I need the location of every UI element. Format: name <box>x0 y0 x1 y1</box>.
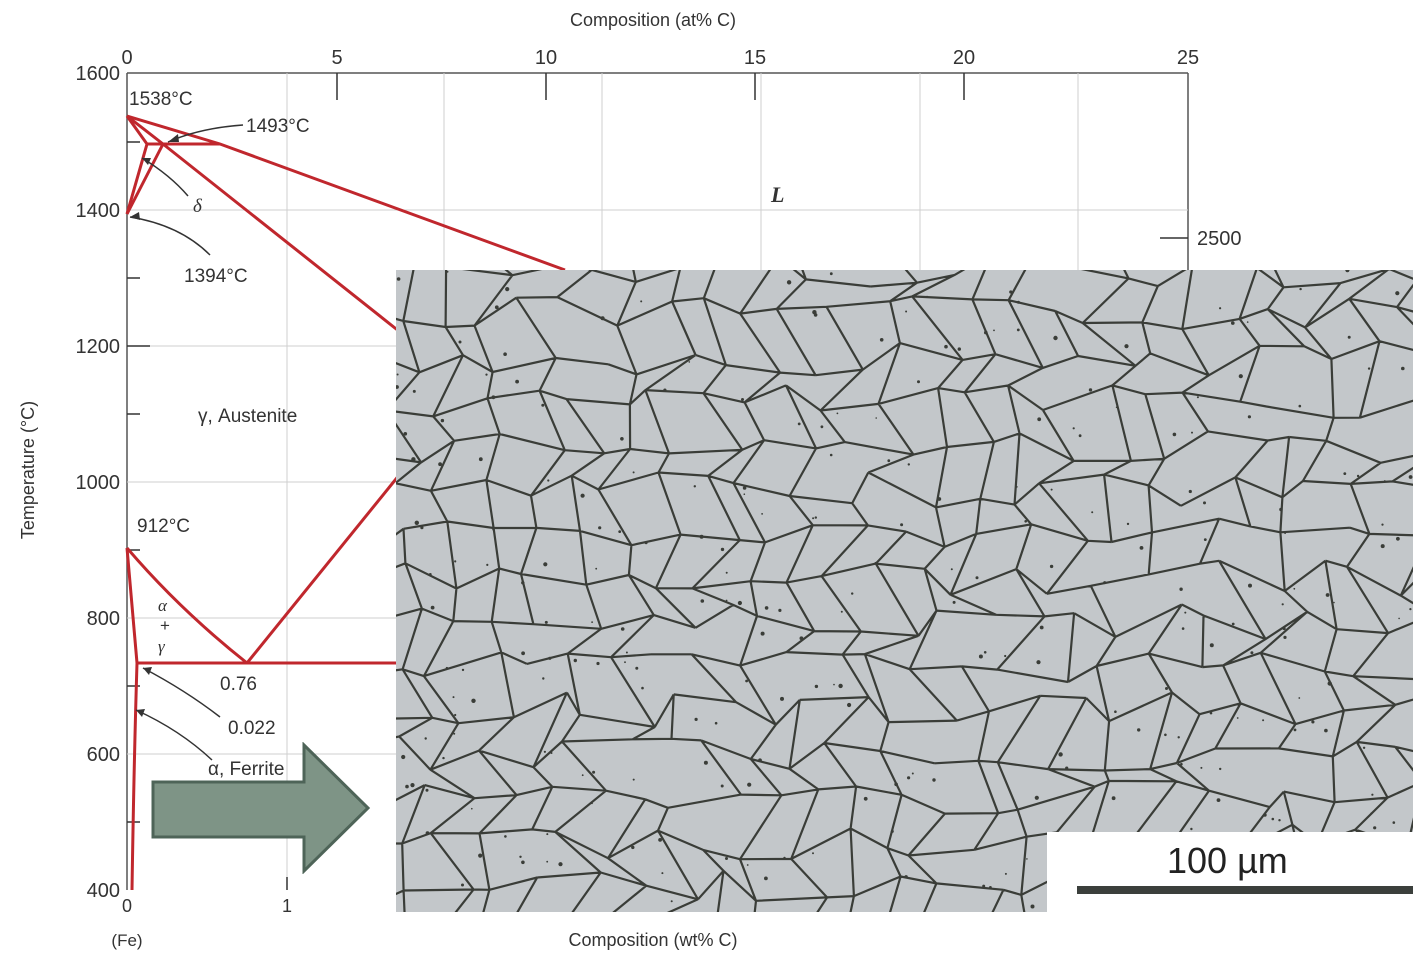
pointer-1394 <box>129 216 211 256</box>
bottom-tick-label: 1 <box>282 896 292 916</box>
delta-boundary <box>125 115 149 215</box>
bottom-axis-title: Composition (wt% C) <box>568 930 737 950</box>
left-tick-label: 1600 <box>76 63 121 85</box>
fe-origin-label: (Fe) <box>111 931 142 950</box>
scale-bar-label: 100 µm <box>1167 840 1288 881</box>
left-tick-label: 1400 <box>76 200 121 222</box>
right-arrow-icon <box>151 742 371 874</box>
ferrite-micrograph: 100 µm <box>396 270 1413 912</box>
grid-lines <box>127 73 1188 890</box>
left-tick-label: 1000 <box>76 472 121 494</box>
left-tick-labels: 1600 1400 1200 1000 800 600 400 <box>76 63 121 902</box>
ferrite-solvus <box>130 662 139 891</box>
label-0-022: 0.022 <box>228 718 276 739</box>
label-1538c: 1538°C <box>129 89 193 110</box>
label-liquid: L <box>770 182 784 207</box>
left-tick-label: 600 <box>87 744 120 766</box>
pointer-ferrite <box>135 709 213 761</box>
label-plus: + <box>160 616 170 635</box>
top-tick-label: 15 <box>744 47 766 69</box>
annotation-pointers <box>129 124 244 761</box>
pointer-0022 <box>142 667 221 718</box>
left-tick-label: 400 <box>87 880 120 902</box>
top-tick-label: 0 <box>121 47 132 69</box>
top-axis-title: Composition (at% C) <box>570 10 736 30</box>
scale-bar <box>1077 886 1413 894</box>
label-gamma: γ <box>158 637 166 656</box>
top-tick-labels: 0 5 10 15 20 25 <box>121 47 1199 69</box>
left-tick-label: 800 <box>87 608 120 630</box>
top-tick-label: 5 <box>331 47 342 69</box>
label-austenite: γ, Austenite <box>198 406 297 427</box>
right-tick-label: 2500 <box>1197 228 1242 250</box>
phase-boundaries <box>125 114 566 891</box>
pointer-heads <box>130 134 179 717</box>
acm-line <box>245 473 402 664</box>
alpha-boundary <box>125 547 139 664</box>
label-1493c: 1493°C <box>246 116 310 137</box>
label-0-76: 0.76 <box>220 674 257 695</box>
left-axis-title: Temperature (°C) <box>18 401 38 539</box>
delta-gamma-boundary <box>125 143 165 215</box>
grain-boundary-network <box>396 270 1413 912</box>
top-tick-label: 10 <box>535 47 557 69</box>
alpha-gamma-boundary <box>125 547 248 665</box>
top-tick-label: 20 <box>953 47 975 69</box>
solidus-line <box>126 114 401 334</box>
top-tick-label: 25 <box>1177 47 1199 69</box>
label-alpha: α <box>158 596 168 615</box>
pointer-delta <box>141 157 189 197</box>
left-tick-label: 1200 <box>76 336 121 358</box>
scale-bar-panel: 100 µm <box>1047 832 1413 912</box>
liquidus-line <box>126 114 566 272</box>
label-1394c: 1394°C <box>184 266 248 287</box>
label-ferrite: α, Ferrite <box>208 759 284 780</box>
label-delta: δ <box>193 196 203 217</box>
label-912c: 912°C <box>137 516 190 537</box>
bottom-tick-label: 0 <box>122 896 132 916</box>
